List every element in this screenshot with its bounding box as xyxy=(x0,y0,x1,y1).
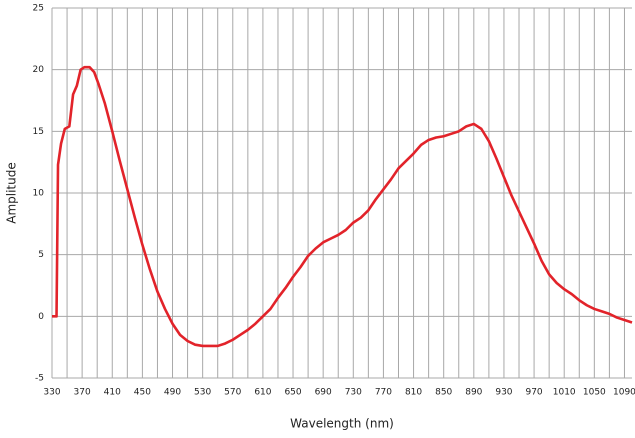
data-line xyxy=(52,65,633,348)
x-tick-label: 930 xyxy=(495,388,512,398)
x-tick-label: 650 xyxy=(284,388,301,398)
x-tick-label: 1050 xyxy=(583,388,606,398)
x-tick-label: 810 xyxy=(405,388,422,398)
y-tick-label: 15 xyxy=(33,127,44,137)
y-tick-label: 5 xyxy=(38,250,44,260)
y-tick-label: 10 xyxy=(33,189,45,199)
y-tick-label: -5 xyxy=(35,374,44,384)
x-tick-label: 730 xyxy=(345,388,362,398)
x-tick-label: 770 xyxy=(375,388,392,398)
x-tick-label: 530 xyxy=(194,388,211,398)
x-tick-label: 970 xyxy=(525,388,542,398)
x-axis-title: Wavelength (nm) xyxy=(290,417,394,431)
x-tick-label: 690 xyxy=(315,388,332,398)
y-tick-label: 25 xyxy=(33,4,44,14)
x-tick-label: 330 xyxy=(43,388,60,398)
x-tick-label: 850 xyxy=(435,388,452,398)
y-axis-title: Amplitude xyxy=(5,162,19,224)
x-tick-label: 410 xyxy=(104,388,121,398)
x-tick-label: 610 xyxy=(254,388,271,398)
x-tick-label: 450 xyxy=(134,388,151,398)
x-tick-label: 490 xyxy=(164,388,181,398)
x-tick-label: 1010 xyxy=(553,388,576,398)
x-tick-label: 370 xyxy=(74,388,91,398)
x-tick-label: 570 xyxy=(224,388,241,398)
x-tick-label: 890 xyxy=(465,388,482,398)
y-tick-label: 20 xyxy=(33,65,45,75)
y-tick-label: 0 xyxy=(38,312,44,322)
x-tick-label: 1090 xyxy=(613,388,635,398)
